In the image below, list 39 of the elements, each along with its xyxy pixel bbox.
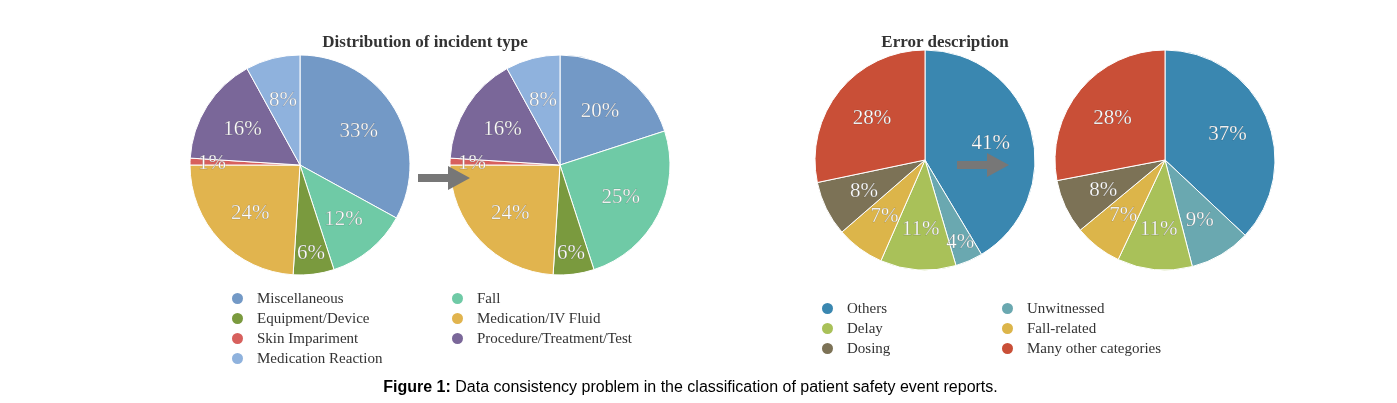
data-label: 16% [223, 116, 262, 141]
legend-label: Fall [477, 289, 501, 307]
legend-label: Fall-related [1027, 319, 1097, 337]
data-label: 8% [1089, 177, 1118, 202]
data-label: 25% [601, 183, 641, 208]
chart-title: Error description [880, 32, 1010, 52]
data-label: 11% [1139, 215, 1178, 240]
chart-title: Distribution of incident type [321, 32, 529, 52]
legend-label: Unwitnessed [1027, 299, 1105, 317]
data-label: 6% [557, 240, 586, 265]
data-label: 7% [1109, 201, 1138, 226]
data-label: 37% [1208, 120, 1247, 145]
data-label: 33% [339, 118, 378, 143]
legend-label: Medication Reaction [257, 349, 383, 367]
data-label: 8% [529, 86, 558, 111]
caption: Figure 1: Data consistency problem in the classification of patient safety event reports. [382, 378, 999, 396]
data-label: 9% [1185, 206, 1214, 231]
data-label: 28% [1093, 104, 1132, 129]
legend-label: Medication/IV Fluid [477, 309, 601, 327]
data-label: 12% [324, 205, 363, 230]
data-label: 16% [483, 116, 522, 141]
data-label: 8% [849, 178, 878, 203]
data-label: 11% [901, 216, 940, 241]
data-label: 8% [269, 86, 298, 111]
legend-label: Others [847, 299, 887, 317]
data-label: 7% [870, 202, 899, 227]
legend-label: Delay [847, 319, 883, 337]
data-label: 24% [491, 199, 530, 224]
legend-label: Procedure/Treatment/Test [477, 329, 633, 347]
data-label: 20% [580, 97, 620, 122]
legend-label: Miscellaneous [257, 289, 344, 307]
legend-label: Many other categories [1027, 339, 1162, 357]
data-label: 6% [297, 240, 326, 265]
data-label: 24% [231, 199, 270, 224]
data-label: 28% [852, 105, 892, 129]
legend-label: Skin Impariment [257, 329, 359, 347]
legend-label: Equipment/Device [257, 309, 370, 327]
data-label: 41% [971, 129, 1010, 154]
legend-label: Dosing [847, 339, 891, 357]
